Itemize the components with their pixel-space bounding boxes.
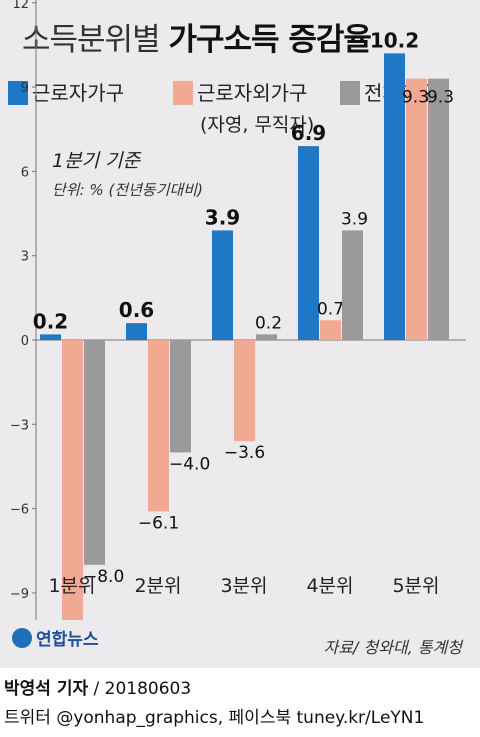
bar (320, 320, 341, 340)
category-label: 4분위 (306, 575, 353, 597)
data-label: −3.6 (224, 443, 265, 463)
bar (234, 340, 255, 442)
category-label: 2분위 (134, 575, 181, 597)
y-tick-label: −9 (10, 587, 29, 602)
bar (256, 334, 277, 340)
data-label: 6.9 (291, 121, 326, 145)
data-label: 0.2 (33, 309, 68, 333)
byline-name: 박영석 기자 (4, 679, 89, 699)
y-tick-label: 0 (21, 334, 29, 349)
legend-label-worker: 근로자가구 (32, 81, 124, 105)
category-label: 1분위 (48, 575, 95, 597)
bar (428, 78, 449, 341)
legend-label-nonworker: 근로자외가구 (197, 81, 308, 105)
category-label: 5분위 (392, 575, 439, 597)
legend-item-worker: 근로자가구 (8, 81, 124, 107)
bar (298, 146, 319, 340)
legend-swatch-worker (8, 81, 28, 105)
legend-subtitle: (자영, 무직자) (200, 114, 315, 136)
data-label: 10.2 (370, 28, 419, 52)
data-label: 3.9 (341, 209, 368, 229)
legend-item-nonworker: 근로자외가구 (173, 81, 307, 107)
bar (40, 334, 61, 340)
yonhap-logo-icon (12, 627, 32, 648)
bar (342, 230, 363, 340)
brand: 연합뉴스 (12, 625, 99, 650)
y-tick-label: 9 (21, 81, 29, 96)
data-label: 0.7 (317, 299, 344, 319)
data-label: −4.0 (169, 454, 210, 474)
legend-swatch-total (340, 81, 360, 105)
data-label: 0.6 (119, 298, 154, 322)
data-label: −8.0 (83, 567, 124, 587)
bar-chart: 129630−3−6−9−12−150.2−13.8−8.01분위0.6−6.1… (10, 0, 466, 620)
infographic-card: 소득분위별 가구소득 증감율 근로자가구 근로자외가구 (자영, 무직자) 전체… (0, 0, 480, 668)
legend-swatch-nonworker (173, 81, 193, 105)
bar (170, 340, 191, 453)
byline: 박영석 기자 / 20180603 (4, 674, 191, 699)
data-label: −6.1 (138, 513, 179, 533)
bar (148, 340, 169, 512)
bar (62, 340, 83, 620)
brand-name: 연합뉴스 (36, 630, 99, 650)
data-label: 9.3 (402, 88, 429, 108)
social-links: 트위터 @yonhap_graphics, 페이스북 tuney.kr/LeYN… (4, 708, 425, 728)
basis-note: 1분기 기준 (52, 150, 141, 172)
unit-note: 단위: % (전년동기대비) (52, 181, 203, 199)
byline-date: / 20180603 (88, 679, 192, 699)
chart-title: 소득분위별 가구소득 증감율 (22, 14, 372, 59)
data-label: 0.2 (255, 313, 282, 333)
bar (406, 78, 427, 341)
title-part2: 가구소득 증감율 (168, 22, 371, 58)
data-label: 3.9 (205, 205, 240, 229)
bar (384, 53, 405, 340)
bar (126, 323, 147, 340)
bar (84, 340, 105, 565)
category-label: 3분위 (220, 575, 267, 597)
bar (212, 230, 233, 340)
source-note: 자료/ 청와대, 통계청 (323, 638, 462, 657)
y-tick-label: 3 (21, 250, 29, 265)
y-tick-label: −3 (10, 418, 29, 433)
y-tick-label: −6 (10, 503, 29, 518)
y-tick-label: 6 (21, 165, 29, 180)
title-part1: 소득분위별 (22, 22, 161, 58)
data-label: 9.3 (427, 88, 454, 108)
y-tick-label: 12 (12, 0, 29, 12)
